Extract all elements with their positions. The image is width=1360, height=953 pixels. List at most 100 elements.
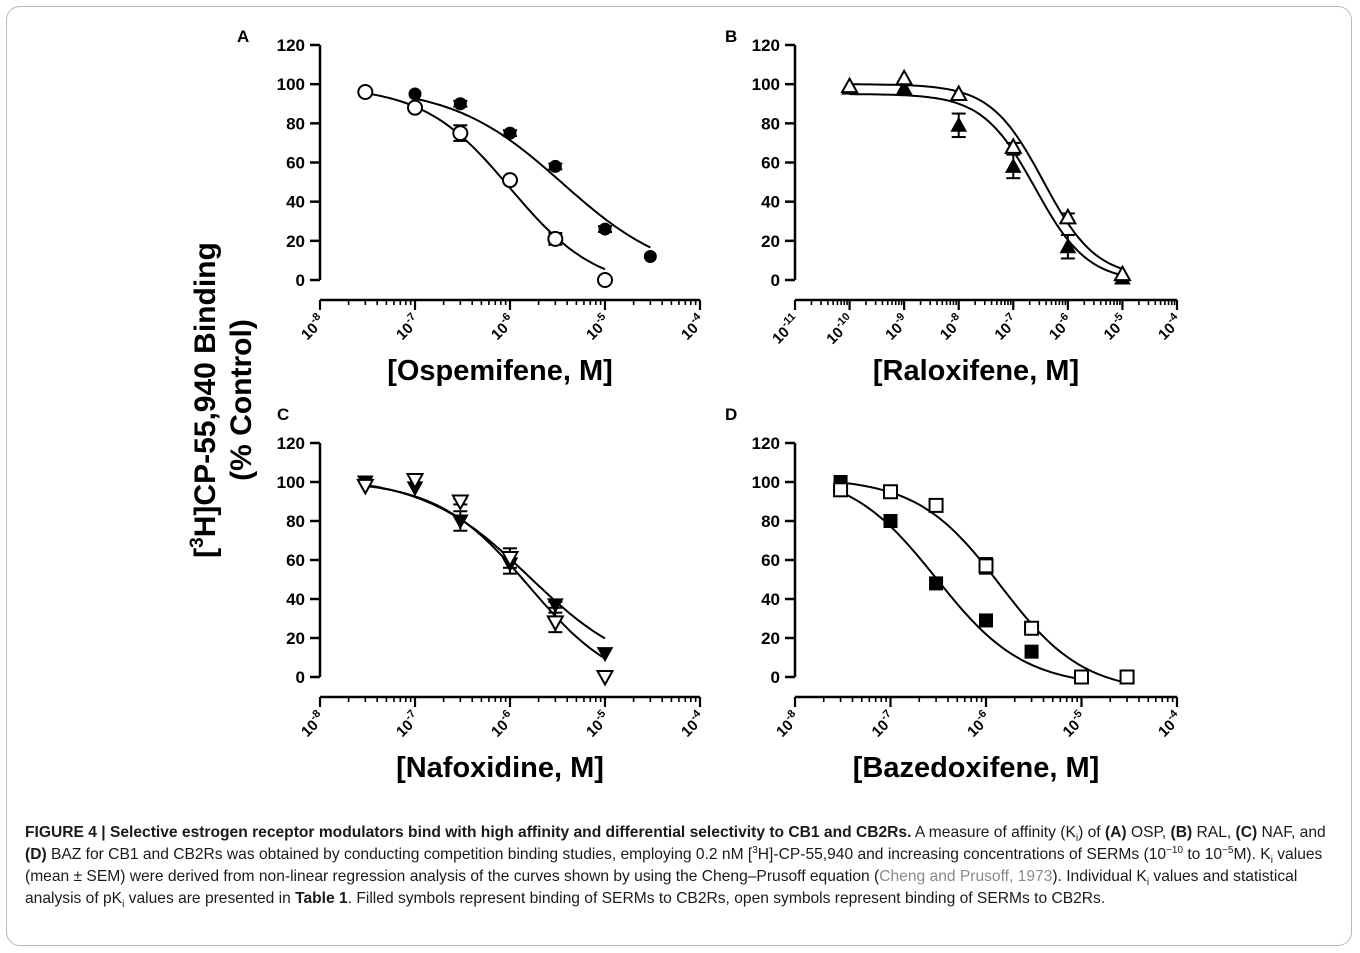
y-tick-label: 60 <box>761 154 780 173</box>
data-point <box>451 494 470 512</box>
y-tick-label: 120 <box>752 434 780 453</box>
data-point <box>546 598 564 614</box>
y-tick-label: 100 <box>752 473 780 492</box>
data-point <box>595 670 615 687</box>
data-point <box>408 87 422 101</box>
data-point <box>356 478 375 496</box>
data-point <box>1024 620 1040 636</box>
y-axis-title-line2: (% Control) <box>225 319 258 481</box>
data-point <box>1004 137 1023 154</box>
x-tick-label: 10-9 <box>880 311 913 344</box>
data-point <box>883 514 898 528</box>
caption-text: values are presented in <box>124 890 296 907</box>
x-tick-label: 10-7 <box>866 708 899 741</box>
y-tick-label: 40 <box>761 590 780 609</box>
caption-text: to 10 <box>1183 846 1223 863</box>
caption-sub: i <box>1075 833 1079 845</box>
y-tick-label: 60 <box>761 551 780 570</box>
data-point <box>598 222 612 236</box>
panel-label: A <box>237 27 249 46</box>
caption-text: H]-CP-55,940 and increasing concentratio… <box>757 846 1167 863</box>
x-tick-label: 10-5 <box>1057 708 1090 741</box>
caption-text: RAL, <box>1192 824 1236 841</box>
y-tick-label: 20 <box>286 629 305 648</box>
x-tick-label: 10-8 <box>771 708 804 741</box>
data-point <box>596 647 614 663</box>
y-tick-label: 100 <box>277 473 305 492</box>
x-tick-label: 10-5 <box>581 708 614 741</box>
figure-caption: FIGURE 4 | Selective estrogen receptor m… <box>25 822 1335 910</box>
y-tick-label: 20 <box>761 232 780 251</box>
figure-frame <box>6 6 1352 946</box>
caption-panel-ref: (C) <box>1235 824 1258 841</box>
y-tick-label: 100 <box>752 75 780 94</box>
data-point <box>840 76 859 94</box>
x-tick-label: 10-5 <box>581 311 614 344</box>
fit-curve <box>414 97 651 249</box>
x-tick-label: 10-7 <box>989 311 1022 344</box>
x-tick-label: 10-8 <box>935 311 968 344</box>
y-tick-label: 40 <box>761 193 780 212</box>
panel-label: B <box>725 27 737 46</box>
y-tick-label: 120 <box>277 36 305 55</box>
data-point <box>949 84 968 101</box>
data-point <box>452 125 469 142</box>
fit-curve <box>365 484 606 660</box>
y-tick-label: 80 <box>286 512 305 531</box>
y-tick-label: 0 <box>296 668 305 687</box>
data-point <box>950 116 968 132</box>
data-point <box>978 558 994 574</box>
data-point <box>1024 644 1039 659</box>
data-point <box>502 172 518 189</box>
x-tick-label: 10-4 <box>1153 310 1186 343</box>
data-point <box>453 97 467 111</box>
y-tick-label: 80 <box>286 114 305 133</box>
data-point <box>1059 238 1077 254</box>
x-axis-label: [Bazedoxifene, M] <box>853 752 1100 784</box>
data-point <box>895 79 913 95</box>
x-tick-label: 10-7 <box>391 708 424 741</box>
y-axis-title-main: H]CP-55,940 Binding <box>189 242 222 537</box>
y-tick-label: 40 <box>286 193 305 212</box>
data-point <box>894 68 914 86</box>
y-tick-label: 0 <box>771 668 780 687</box>
caption-sub: i <box>1146 877 1150 889</box>
data-point <box>1004 157 1022 173</box>
x-tick-label: 10-6 <box>1044 311 1077 344</box>
figure-panels: [3H]CP-55,940 Binding (% Control) A 0 20 40… <box>187 27 1186 784</box>
data-point <box>547 230 564 247</box>
x-axis-label: [Raloxifene, M] <box>873 355 1079 387</box>
caption-table-ref: Table 1 <box>295 890 348 907</box>
y-tick-label: 20 <box>286 232 305 251</box>
data-point <box>1113 264 1132 282</box>
caption-reference-link[interactable]: Cheng and Prusoff, 1973 <box>879 868 1053 885</box>
caption-sub: i <box>1270 855 1273 867</box>
data-point <box>833 482 849 498</box>
y-tick-label: 60 <box>286 154 305 173</box>
caption-text: ). Individual K <box>1052 868 1147 885</box>
caption-sup: −5 <box>1222 844 1234 856</box>
x-tick-label: 10-5 <box>1098 311 1131 344</box>
data-point <box>928 497 944 513</box>
svg-text:[3H]CP-55,940 Binding: [3H]CP-55,940 Binding <box>187 242 222 558</box>
caption-text: ) of <box>1078 824 1105 841</box>
data-point <box>503 126 517 140</box>
panel-label: D <box>725 405 737 424</box>
x-tick-label: 10-8 <box>296 708 329 741</box>
panel-a: A 0 20 40 60 80 100 120 10-8 10-7 10-6 10-5 10-4 [Osp… <box>237 27 704 387</box>
x-tick-label: 10-11 <box>767 311 804 348</box>
x-tick-label: 10-6 <box>486 708 519 741</box>
caption-text: values (mean ± SEM) were derived from no… <box>25 846 1323 885</box>
caption-sub: i <box>122 899 125 911</box>
y-tick-label: 20 <box>761 629 780 648</box>
panel-d: D 0 20 40 60 80 100 120 10-8 10-7 10-6 10-5 10-4 [Baz… <box>725 405 1181 784</box>
y-tick-label: 40 <box>286 590 305 609</box>
caption-text: OSP, <box>1126 824 1171 841</box>
x-tick-label: 10-6 <box>962 708 995 741</box>
y-tick-label: 100 <box>277 75 305 94</box>
data-point <box>1119 669 1135 685</box>
x-tick-label: 10-7 <box>391 311 424 344</box>
fit-curve <box>365 483 606 640</box>
y-tick-label: 120 <box>752 36 780 55</box>
y-axis-title-bracket: [ <box>189 548 222 558</box>
